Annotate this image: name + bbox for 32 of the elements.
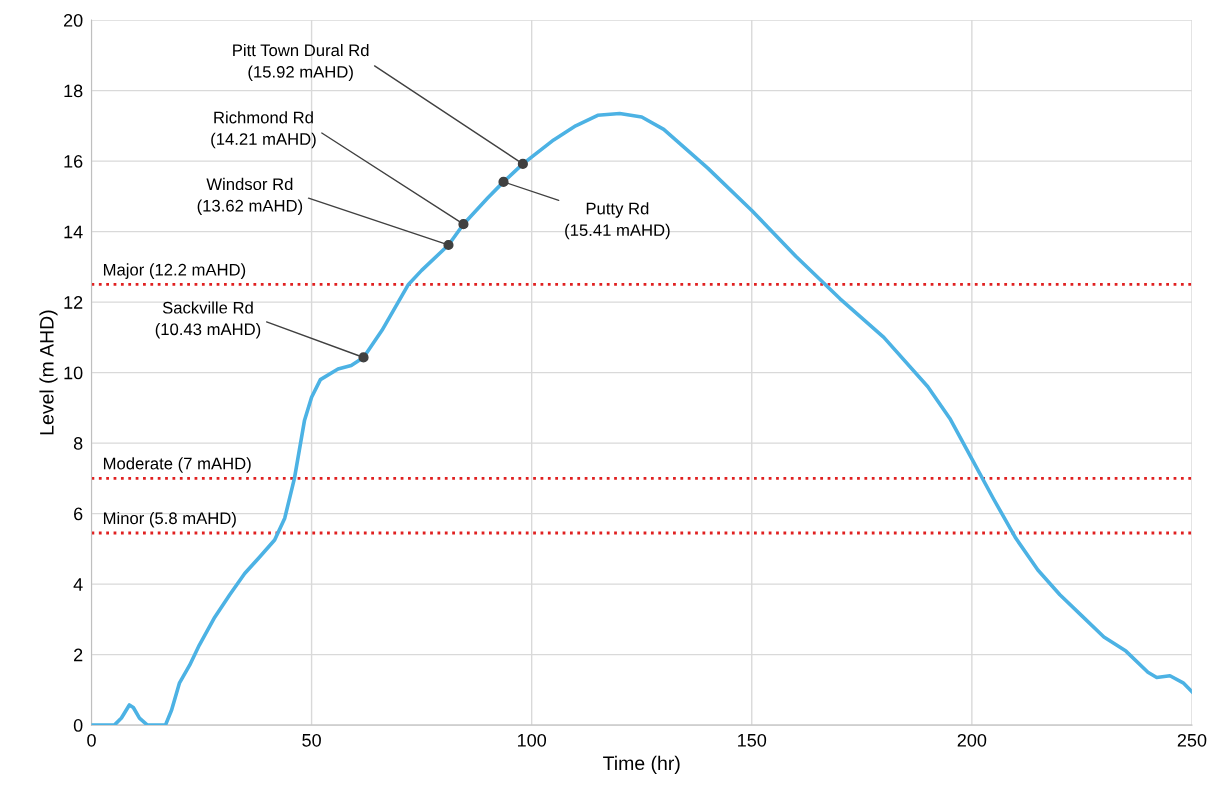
ref-line-label: Minor (5.8 mAHD) [103,511,236,528]
annotation: Windsor Rd (13.62 mAHD) [197,177,303,215]
point [498,176,509,187]
y-tick-label: 4 [73,578,83,591]
point [443,239,454,251]
ref-line-label: Major (12.2 mAHD) [103,263,246,279]
x-tick-label: 100 [517,733,547,747]
x-tick-label: 250 [1177,733,1207,747]
y-axis-title: Level (m AHD) [39,310,58,435]
x-tick-label: 0 [87,733,96,747]
y-tick-label: 12 [64,296,83,309]
annotation: Richmond Rd (14.21 mAHD) [211,111,316,149]
y-tick-label: 6 [74,507,83,521]
x-axis-title: Time (hr) [603,755,680,774]
annotation: Sackville Rd (10.43 mAHD) [155,301,261,339]
x-tick-label: 50 [302,733,321,747]
y-tick-label: 18 [64,84,83,98]
annotation: Putty Rd (15.41 mAHD) [565,202,670,240]
y-tick-label: 20 [63,14,83,27]
y-tick-label: 0 [73,719,83,732]
annotation: Pitt Town Dural Rd (15.92 mAHD) [233,43,369,82]
x-tick-label: 200 [957,733,987,747]
y-tick-label: 8 [73,437,83,450]
point [517,158,528,169]
ref-line-label: Moderate (7 mAHD) [103,457,251,473]
point [358,352,369,363]
y-tick-label: 10 [64,366,83,380]
x-tick-label: 150 [738,733,767,747]
point [458,219,469,230]
y-tick-label: 16 [64,155,83,168]
y-tick-label: 2 [74,648,83,662]
y-tick-label: 14 [64,225,83,239]
